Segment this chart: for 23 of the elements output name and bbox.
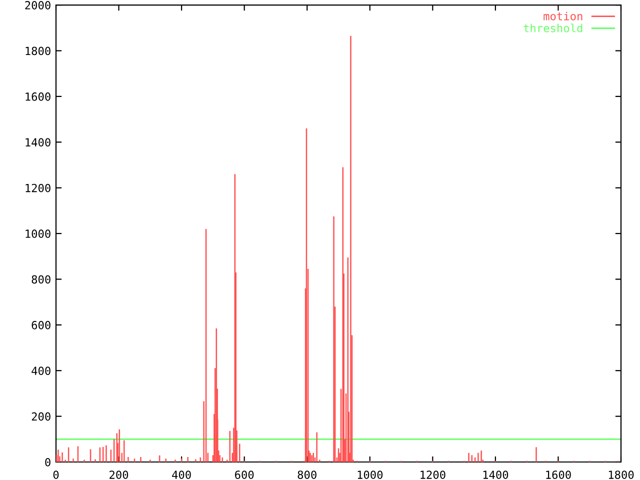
y-tick-label: 1200 [26,184,50,192]
x-tick-label: 400 [172,470,191,479]
x-tick-label: 800 [298,470,316,479]
y-tick-label: 600 [32,320,50,330]
x-tick-label: 200 [110,470,128,479]
y-tick-label: 1600 [26,92,50,101]
x-tick-label: 1200 [420,470,446,479]
y-tick-label: 800 [32,275,50,284]
legend-label: threshold [524,24,582,32]
x-tick-label: 1600 [546,470,571,479]
x-tick-label: 1400 [483,470,508,479]
x-tick-label: 0 [53,470,59,479]
y-tick-label: 1400 [26,138,50,147]
x-tick-label: 1000 [358,470,383,479]
y-tick-label: 200 [32,412,50,421]
legend-label: motion [544,12,582,20]
y-tick-label: 400 [32,366,50,376]
y-tick-label: 1800 [26,46,50,56]
x-tick-label: 600 [235,470,254,479]
y-tick-label: 2000 [25,1,50,10]
y-tick-label: 0 [45,458,50,466]
y-tick-label: 1000 [26,230,50,238]
x-tick-label: 1800 [608,470,634,479]
